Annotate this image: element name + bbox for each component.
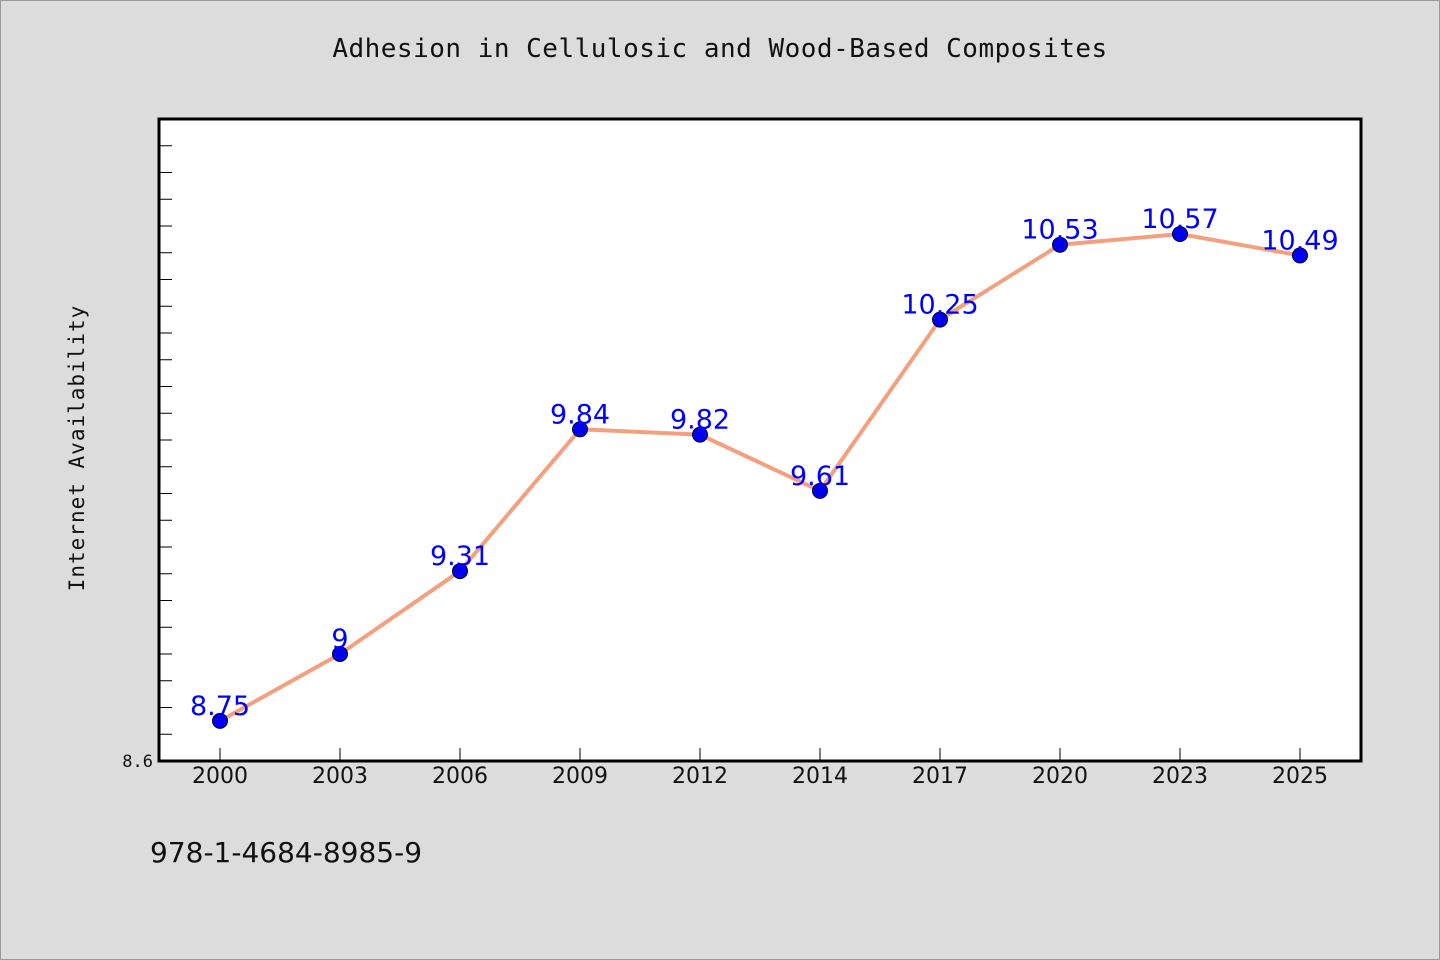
y-ticks: 8.6: [122, 118, 172, 772]
data-label: 9.61: [790, 461, 850, 492]
data-label: 10.57: [1141, 204, 1218, 235]
data-label: 8.75: [190, 691, 250, 722]
x-tick-label: 2020: [1032, 764, 1088, 789]
data-point: [332, 646, 348, 662]
data-label: 9.82: [670, 405, 730, 436]
x-tick-label: 2025: [1272, 764, 1328, 789]
series-line: [218, 232, 1302, 723]
data-label: 10.49: [1261, 225, 1338, 256]
data-label: 9.84: [550, 399, 610, 430]
data-point: [452, 563, 468, 580]
data-label: 10.25: [901, 290, 978, 321]
x-tick-label: 2012: [672, 764, 728, 789]
x-tick-label: 2000: [192, 764, 248, 789]
y-tick-label: 8.6: [122, 752, 153, 772]
x-tick-label: 2009: [552, 764, 608, 789]
data-label: 9.31: [430, 541, 490, 572]
series-layer: [212, 226, 1308, 729]
data-point: [1052, 236, 1068, 253]
data-point: [692, 426, 708, 443]
chart-title: Adhesion in Cellulosic and Wood-Based Co…: [332, 34, 1108, 64]
data-point: [1292, 247, 1308, 264]
data-point: [212, 712, 228, 729]
plot-area: [157, 117, 1363, 763]
x-tick-label: 2003: [312, 764, 368, 789]
x-ticks: 2000 2003 2006 2009 2012 2014 2017 2020 2023 2025: [192, 748, 1328, 789]
data-point: [572, 421, 588, 438]
isbn-text: 978-1-4684-8985-9: [150, 836, 423, 869]
data-labels: 8.75 9 9.31 9.84 9.82 9.61 10.25 10.53 10.57 10.4…: [190, 204, 1339, 722]
x-tick-label: 2023: [1152, 764, 1208, 789]
data-point: [932, 311, 948, 328]
data-point: [1172, 226, 1188, 243]
x-tick-label: 2014: [792, 764, 848, 789]
data-label: 10.53: [1021, 215, 1098, 246]
data-label: 9: [331, 624, 348, 655]
data-point: [812, 482, 828, 499]
x-tick-label: 2006: [432, 764, 488, 789]
x-tick-label: 2017: [912, 764, 968, 789]
